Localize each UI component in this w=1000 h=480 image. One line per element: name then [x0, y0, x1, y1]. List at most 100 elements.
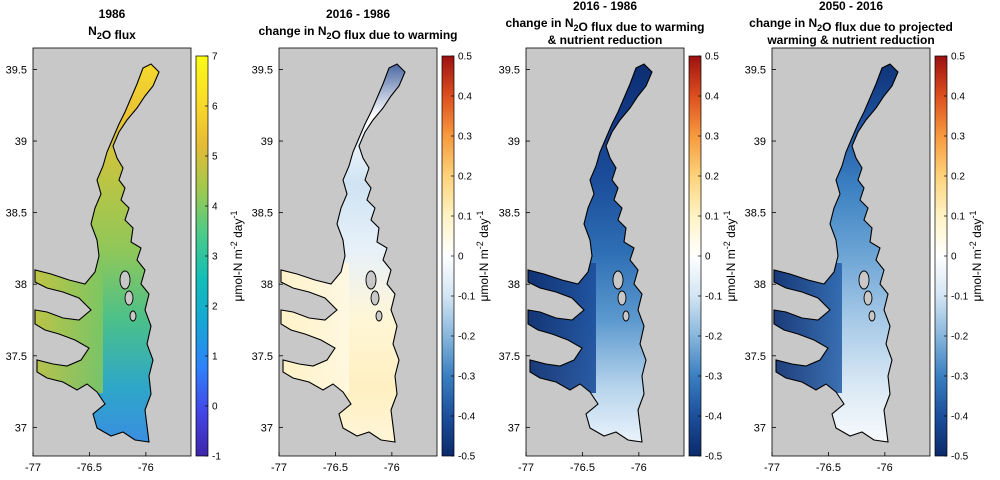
y-tick-label: 37.5 [252, 351, 273, 363]
x-tick-label: -76 [877, 462, 893, 474]
colorbar-tick-label: -0.1 [705, 292, 723, 303]
colorbar-tick-label: 0.2 [951, 172, 965, 183]
colorbar-tick-label: 1 [212, 352, 218, 363]
colorbar-tick-label: 0.3 [458, 132, 472, 143]
x-tick-label: -77 [518, 462, 534, 474]
colorbar-tick-label: 0.2 [705, 172, 719, 183]
colorbar-tick-label: -0.2 [705, 332, 723, 343]
y-tick-label: 37 [15, 422, 27, 434]
panel-title-line: change in N2O flux due to warming [505, 16, 704, 34]
island [868, 310, 876, 322]
axes-frame [525, 47, 685, 457]
y-tick-label: 37.5 [6, 351, 27, 363]
colorbar-tick-label: -0.4 [951, 412, 969, 423]
colorbar-tick-label: -0.5 [705, 452, 723, 463]
y-tick-label: 38 [261, 279, 273, 291]
colorbar-tick-label: -0.2 [951, 332, 969, 343]
colorbar-tick-label: -0.5 [951, 452, 969, 463]
y-tick-label: 38 [508, 279, 520, 291]
panel-title-line: 2016 - 1986 [573, 0, 637, 13]
colorbar-tick-label: -0.4 [705, 412, 723, 423]
colorbar-tick-label: 0 [458, 252, 464, 263]
colorbar-tick-label: 3 [212, 252, 218, 263]
colorbar-tick-label: -1 [212, 452, 221, 463]
y-tick-label: 39.5 [6, 64, 27, 76]
colorbar-tick-label: 0 [951, 252, 957, 263]
y-tick-label: 38 [754, 279, 766, 291]
colorbar-3: 0.5 0.4 0.3 0.2 0.1 0 -0.1 -0.2 -0.3 -0.4 -0.5 μmol… [688, 52, 738, 463]
panel-title-line: warming & nutrient reduction [766, 33, 934, 47]
colorbar-tick-label: -0.3 [705, 372, 723, 383]
y-tick-label: 39 [508, 136, 520, 148]
panel-title-line: change in N2O flux due to projected [749, 16, 953, 34]
colorbar-tick-label: 0 [705, 252, 711, 263]
colorbar-unit-label: μmol-N m-2 day-1 [968, 211, 984, 302]
coastline [34, 63, 160, 443]
axes-frame [771, 47, 931, 457]
y-tick-label: 37 [261, 422, 273, 434]
colorbar-tick-label: 4 [212, 202, 218, 213]
colorbar-tick-label: 0.2 [458, 172, 472, 183]
axes-frame [278, 47, 438, 457]
colorbar-tick-label: 0 [212, 402, 218, 413]
island [124, 290, 134, 306]
island [365, 270, 377, 290]
y-tick-label: 37 [754, 422, 766, 434]
colorbar-tick-label: 5 [212, 152, 218, 163]
y-tick-label: 37.5 [499, 351, 520, 363]
map-panel-1: -77 -76.5 -76 39.5 39 38.5 38 37.5 37 1986 N2O flu… [6, 7, 192, 474]
y-tick-label: 38.5 [745, 208, 766, 220]
colorbar-unit-label: μmol-N m-2 day-1 [229, 211, 245, 302]
colorbar-tick-label: 0.4 [951, 92, 965, 103]
y-tick-label: 39.5 [499, 64, 520, 76]
axes-frame [32, 47, 192, 457]
colorbar-tick-label: 0.5 [951, 52, 965, 63]
y-tick-label: 38.5 [252, 208, 273, 220]
colorbar-tick-label: 0.3 [951, 132, 965, 143]
x-tick-label: -76.5 [570, 462, 595, 474]
y-tick-label: 39 [754, 136, 766, 148]
colorbar-tick-label: 0.1 [951, 212, 965, 223]
coastline [280, 63, 406, 443]
panel-title-line: change in N2O flux due to warming [258, 24, 457, 42]
coastline [773, 63, 899, 443]
y-tick-label: 38 [15, 279, 27, 291]
coastline [527, 63, 653, 443]
panel-title-line: 2016 - 1986 [326, 7, 390, 21]
colorbar-tick-label: -0.5 [458, 452, 476, 463]
colorbar-tick-label: 2 [212, 302, 218, 313]
colorbar-unit-label: μmol-N m-2 day-1 [475, 211, 491, 302]
colorbar-2: 0.5 0.4 0.3 0.2 0.1 0 -0.1 -0.2 -0.3 -0.4 -0.5 μmol… [441, 52, 491, 463]
colorbar-tick-label: -0.1 [951, 292, 969, 303]
island [370, 290, 380, 306]
y-tick-label: 39.5 [745, 64, 766, 76]
colorbar-tick-label: 0.5 [705, 52, 719, 63]
colorbar-tick-label: 0.1 [705, 212, 719, 223]
colorbar-tick-label: -0.1 [458, 292, 476, 303]
x-tick-label: -76 [631, 462, 647, 474]
y-tick-label: 37 [508, 422, 520, 434]
colorbar-unit-label: μmol-N m-2 day-1 [722, 211, 738, 302]
panel-title-line: 2050 - 2016 [819, 0, 883, 13]
colorbar-tick-label: 6 [212, 102, 218, 113]
island [622, 310, 630, 322]
island [119, 270, 131, 290]
colorbar-tick-label: 0.3 [705, 132, 719, 143]
x-tick-label: -76.5 [77, 462, 102, 474]
island [129, 310, 137, 322]
colorbar-tick-label: 7 [212, 52, 218, 63]
colorbar-tick-label: -0.4 [458, 412, 476, 423]
colorbar-tick-label: 0.4 [705, 92, 719, 103]
colorbar-tick-label: 0.5 [458, 52, 472, 63]
y-tick-label: 38.5 [499, 208, 520, 220]
y-tick-label: 38.5 [6, 208, 27, 220]
y-tick-label: 39 [261, 136, 273, 148]
panel-title-line: N2O flux [88, 24, 136, 42]
panel-title-line: & nutrient reduction [548, 33, 663, 47]
colorbar-tick-label: -0.3 [951, 372, 969, 383]
colorbar-tick-label: 0.1 [458, 212, 472, 223]
island [858, 270, 870, 290]
x-tick-label: -76 [384, 462, 400, 474]
island [612, 270, 624, 290]
